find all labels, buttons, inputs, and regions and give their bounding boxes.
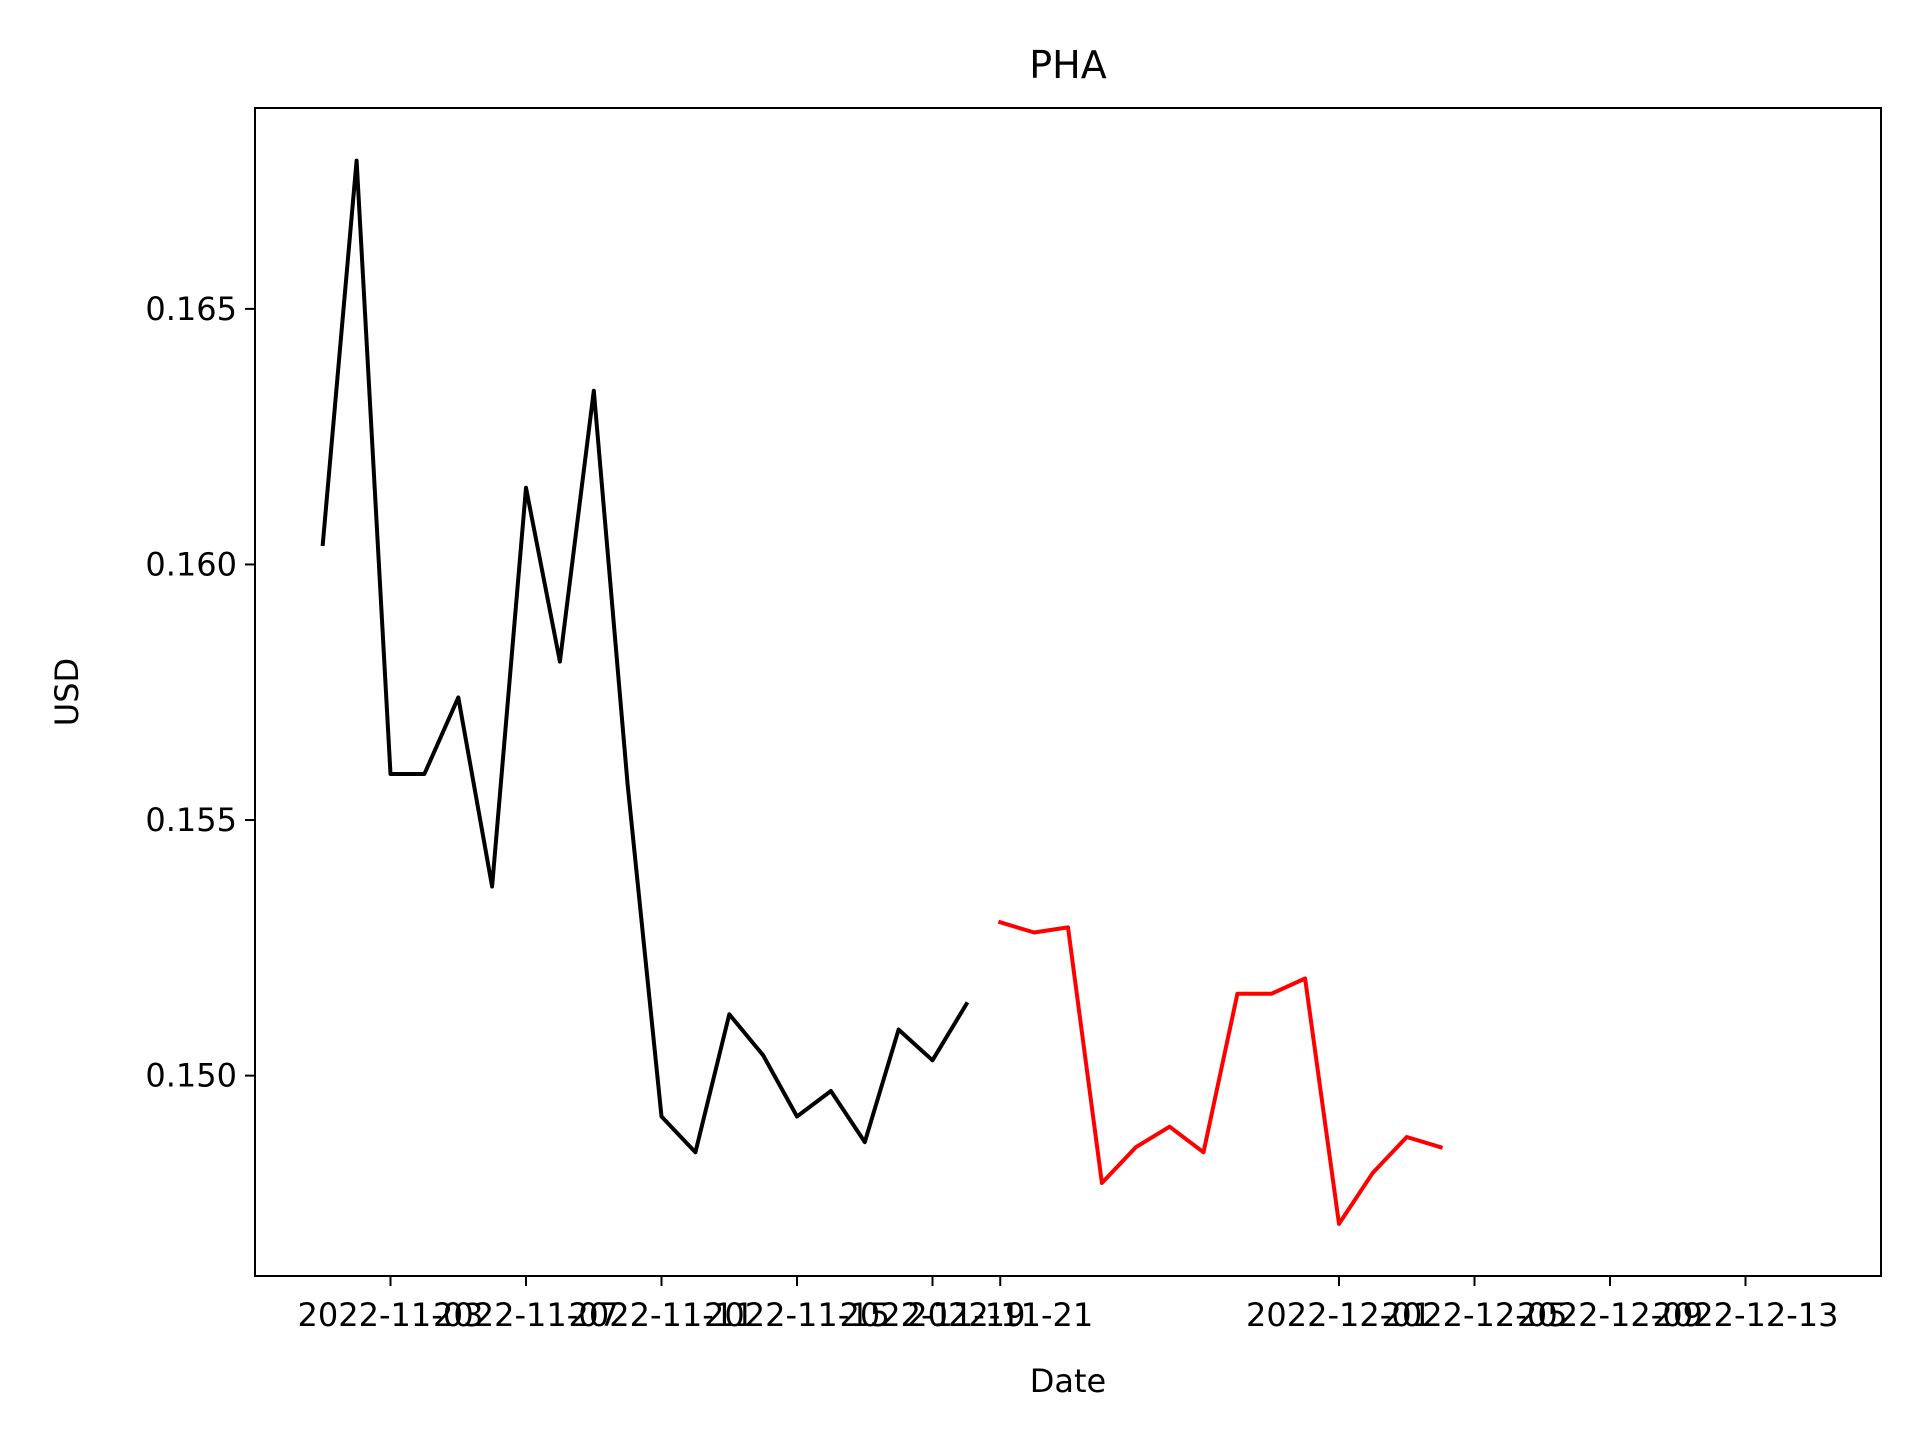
y-axis-ticks: 0.150 0.155 0.160 0.165 (145, 290, 255, 1095)
x-tick-label: 2022-11-03 (298, 1296, 484, 1334)
x-tick-label: 2022-11-19 (840, 1296, 1026, 1334)
chart-title: PHA (1029, 43, 1106, 87)
y-axis-title: USD (48, 658, 86, 726)
x-tick-label: 2022-12-13 (1653, 1296, 1839, 1334)
x-tick-label: 2022-12-01 (1246, 1296, 1432, 1334)
y-tick-label: 0.160 (145, 545, 237, 583)
series-line-1 (320, 158, 970, 1155)
x-axis-ticks: 2022-11-032022-11-072022-11-112022-11-15… (298, 1276, 1839, 1334)
x-axis-title: Date (1030, 1362, 1106, 1400)
series-line-2 (997, 919, 1444, 1226)
y-tick-label: 0.165 (145, 290, 237, 328)
y-tick-label: 0.155 (145, 801, 237, 839)
x-tick-label: 2022-11-15 (704, 1296, 890, 1334)
x-tick-label: 2022-11-11 (569, 1296, 755, 1334)
plot-frame (254, 107, 1882, 1277)
x-tick-label: 2022-11-07 (433, 1296, 619, 1334)
y-tick-label: 0.150 (145, 1057, 237, 1095)
x-tick-label: 2022-12-09 (1517, 1296, 1703, 1334)
x-tick-label: 2022-12-05 (1382, 1296, 1568, 1334)
x-tick-label: 2022-11-21 (907, 1296, 1093, 1334)
series-layer (320, 158, 1444, 1226)
